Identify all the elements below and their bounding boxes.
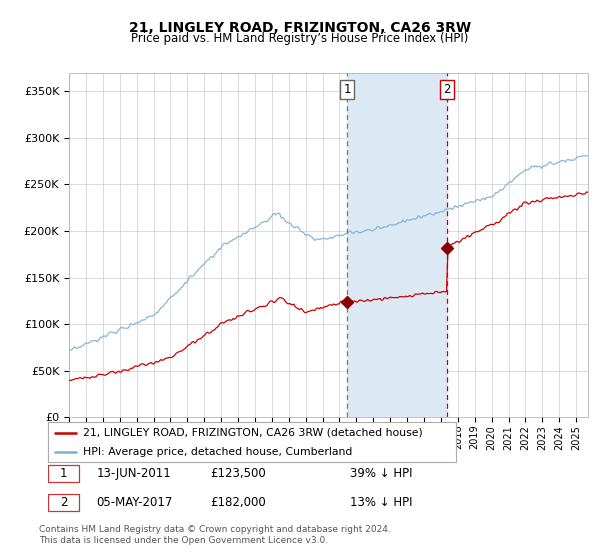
Text: Contains HM Land Registry data © Crown copyright and database right 2024.
This d: Contains HM Land Registry data © Crown c… <box>39 525 391 545</box>
Text: 21, LINGLEY ROAD, FRIZINGTON, CA26 3RW (detached house): 21, LINGLEY ROAD, FRIZINGTON, CA26 3RW (… <box>83 428 422 438</box>
Text: 05-MAY-2017: 05-MAY-2017 <box>97 496 173 509</box>
Text: 1: 1 <box>343 83 351 96</box>
Text: 2: 2 <box>60 496 67 509</box>
FancyBboxPatch shape <box>48 465 79 482</box>
Text: 21, LINGLEY ROAD, FRIZINGTON, CA26 3RW: 21, LINGLEY ROAD, FRIZINGTON, CA26 3RW <box>129 21 471 35</box>
Text: £123,500: £123,500 <box>210 466 266 480</box>
Text: Price paid vs. HM Land Registry’s House Price Index (HPI): Price paid vs. HM Land Registry’s House … <box>131 32 469 45</box>
Text: HPI: Average price, detached house, Cumberland: HPI: Average price, detached house, Cumb… <box>83 447 352 457</box>
Text: 13-JUN-2011: 13-JUN-2011 <box>97 466 172 480</box>
Text: 2: 2 <box>443 83 451 96</box>
FancyBboxPatch shape <box>48 422 456 462</box>
Bar <box>347 73 447 417</box>
Text: 1: 1 <box>60 466 67 480</box>
FancyBboxPatch shape <box>48 494 79 511</box>
Text: 13% ↓ HPI: 13% ↓ HPI <box>350 496 413 509</box>
Text: 39% ↓ HPI: 39% ↓ HPI <box>350 466 413 480</box>
Text: £182,000: £182,000 <box>210 496 266 509</box>
